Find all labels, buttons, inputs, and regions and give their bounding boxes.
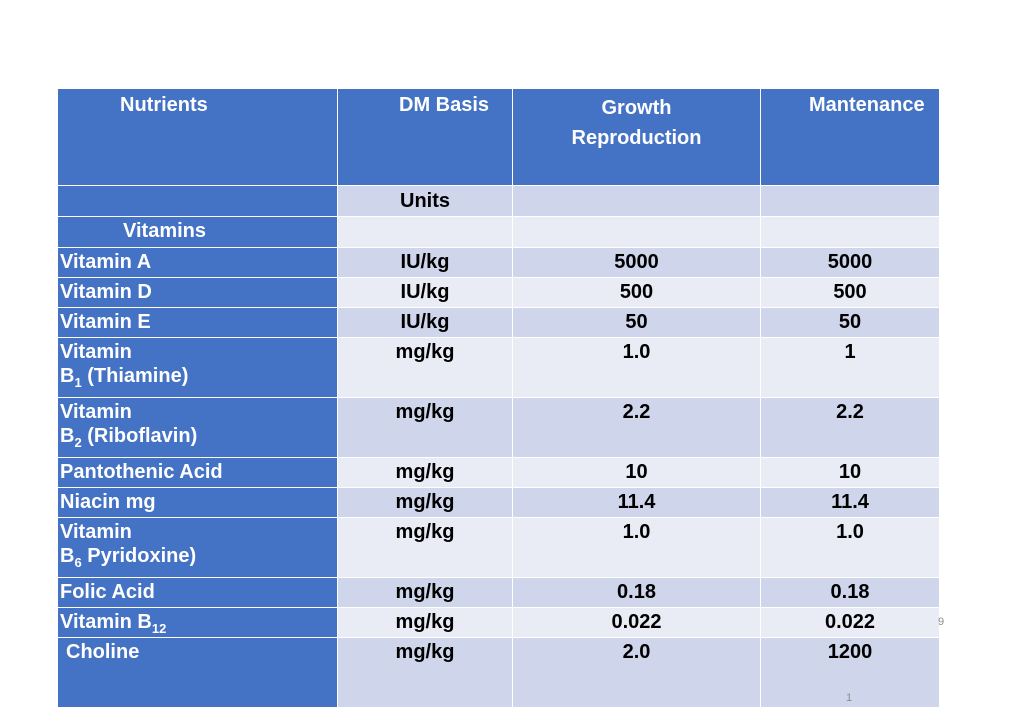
vitamins-row: Vitamins xyxy=(57,216,940,248)
nutrient-name-line2: B2 (Riboflavin) xyxy=(60,424,337,450)
table-row: Niacin mg mg/kg 11.4 11.4 xyxy=(57,487,940,518)
header-growth-reproduction: Growth Reproduction xyxy=(512,88,761,186)
name-subscript: 1 xyxy=(74,375,82,390)
nutrient-unit: mg/kg xyxy=(337,637,513,708)
maintenance-value: 1 xyxy=(760,337,940,398)
table-row: Choline mg/kg 2.0 1200 xyxy=(57,637,940,708)
name-subscript: 6 xyxy=(74,555,82,570)
growth-value: 2.2 xyxy=(512,397,761,458)
nutrient-name: Vitamin B1 (Thiamine) xyxy=(57,337,338,398)
maintenance-value: 0.18 xyxy=(760,577,940,608)
maintenance-value: 10 xyxy=(760,457,940,488)
vitamins-growth-cell xyxy=(512,216,761,248)
units-maint-cell xyxy=(760,185,940,217)
maintenance-value: 1200 xyxy=(760,637,940,708)
table-row: Vitamin B2 (Riboflavin) mg/kg 2.2 2.2 xyxy=(57,397,940,458)
nutrient-name-line2: B6 Pyridoxine) xyxy=(60,544,337,570)
name-b: B xyxy=(60,365,75,387)
name-b: B xyxy=(60,425,75,447)
table-row: Vitamin E IU/kg 50 50 xyxy=(57,307,940,338)
nutrient-unit: IU/kg xyxy=(337,277,513,308)
nutrient-unit: mg/kg xyxy=(337,577,513,608)
nutrient-unit: IU/kg xyxy=(337,247,513,278)
header-dm-basis: DM Basis xyxy=(337,88,513,186)
growth-value: 1.0 xyxy=(512,337,761,398)
maintenance-value: 2.2 xyxy=(760,397,940,458)
growth-value: 50 xyxy=(512,307,761,338)
maintenance-value: 11.4 xyxy=(760,487,940,518)
growth-value: 0.022 xyxy=(512,607,761,638)
table-header-row: Nutrients DM Basis Growth Reproduction M… xyxy=(57,88,940,186)
nutrient-name-line1: Vitamin xyxy=(60,401,132,423)
growth-value: 11.4 xyxy=(512,487,761,518)
nutrient-unit: mg/kg xyxy=(337,337,513,398)
nutrient-unit: IU/kg xyxy=(337,307,513,338)
nutrient-unit: mg/kg xyxy=(337,607,513,638)
units-label: Units xyxy=(337,185,513,217)
growth-value: 0.18 xyxy=(512,577,761,608)
table-row: Folic Acid mg/kg 0.18 0.18 xyxy=(57,577,940,608)
name-b: B xyxy=(60,545,75,567)
growth-value: 5000 xyxy=(512,247,761,278)
vitamins-unit-cell xyxy=(337,216,513,248)
name-main: Vitamin B xyxy=(60,611,152,633)
bottom-page-number: 1 xyxy=(846,692,853,704)
name-rest: (Riboflavin) xyxy=(81,425,198,447)
units-row: Units xyxy=(57,185,940,217)
nutrient-unit: mg/kg xyxy=(337,517,513,578)
name-subscript: 12 xyxy=(151,621,167,636)
nutrient-name: Vitamin B12 xyxy=(57,607,338,638)
nutrient-table: Nutrients DM Basis Growth Reproduction M… xyxy=(57,88,940,708)
nutrient-name: Niacin mg xyxy=(57,487,338,518)
vitamins-maint-cell xyxy=(760,216,940,248)
nutrient-name-line1: Vitamin xyxy=(60,521,132,543)
nutrient-name-line2: B1 (Thiamine) xyxy=(60,364,337,390)
table-row: Vitamin B6 Pyridoxine) mg/kg 1.0 1.0 xyxy=(57,517,940,578)
nutrient-name-line1: Vitamin xyxy=(60,341,132,363)
maintenance-value: 1.0 xyxy=(760,517,940,578)
growth-value: 1.0 xyxy=(512,517,761,578)
maintenance-value: 50 xyxy=(760,307,940,338)
growth-value: 2.0 xyxy=(512,637,761,708)
maintenance-value: 5000 xyxy=(760,247,940,278)
vitamins-label: Vitamins xyxy=(57,216,338,248)
maintenance-value: 0.022 xyxy=(760,607,940,638)
nutrient-name: Folic Acid xyxy=(57,577,338,608)
nutrient-name: Choline xyxy=(57,637,338,708)
table-row: Vitamin A IU/kg 5000 5000 xyxy=(57,247,940,278)
nutrient-name: Vitamin A xyxy=(57,247,338,278)
name-subscript: 2 xyxy=(74,435,82,450)
name-rest: Pyridoxine) xyxy=(81,545,197,567)
maintenance-value: 500 xyxy=(760,277,940,308)
header-reproduction: Reproduction xyxy=(571,127,702,149)
header-nutrients: Nutrients xyxy=(57,88,338,186)
nutrient-unit: mg/kg xyxy=(337,397,513,458)
nutrient-name: Vitamin E xyxy=(57,307,338,338)
nutrient-name: Pantothenic Acid xyxy=(57,457,338,488)
growth-value: 10 xyxy=(512,457,761,488)
header-growth: Growth xyxy=(601,97,672,119)
units-growth-cell xyxy=(512,185,761,217)
units-row-first xyxy=(57,185,338,217)
side-page-number: 9 xyxy=(938,616,945,628)
growth-value: 500 xyxy=(512,277,761,308)
table-row: Vitamin B12 mg/kg 0.022 0.022 xyxy=(57,607,940,638)
nutrient-name: Vitamin B6 Pyridoxine) xyxy=(57,517,338,578)
nutrient-unit: mg/kg xyxy=(337,487,513,518)
table-row: Vitamin D IU/kg 500 500 xyxy=(57,277,940,308)
nutrient-unit: mg/kg xyxy=(337,457,513,488)
nutrient-name: Vitamin D xyxy=(57,277,338,308)
table-row: Pantothenic Acid mg/kg 10 10 xyxy=(57,457,940,488)
name-rest: (Thiamine) xyxy=(81,365,189,387)
nutrient-name: Vitamin B2 (Riboflavin) xyxy=(57,397,338,458)
table-row: Vitamin B1 (Thiamine) mg/kg 1.0 1 xyxy=(57,337,940,398)
header-maintenance: Mantenance xyxy=(760,88,940,186)
